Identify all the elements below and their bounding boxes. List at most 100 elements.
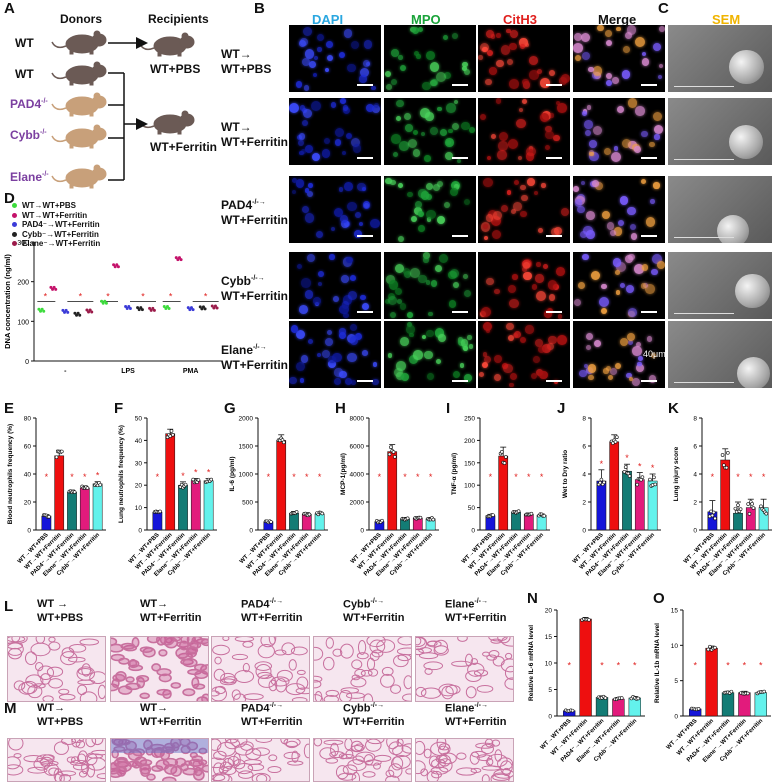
cell bbox=[606, 80, 613, 87]
y-tick-label: 8000 bbox=[350, 416, 365, 423]
tissue-structure bbox=[220, 672, 236, 684]
cell bbox=[410, 267, 421, 278]
tissue-structure bbox=[212, 757, 227, 769]
cell bbox=[484, 355, 492, 364]
data-point bbox=[148, 306, 152, 310]
mouse-cybb-icon bbox=[51, 124, 107, 149]
data-point bbox=[98, 483, 103, 487]
cell bbox=[347, 201, 357, 212]
bar bbox=[745, 507, 756, 531]
cell bbox=[359, 67, 370, 78]
cell bbox=[554, 226, 563, 236]
cell bbox=[317, 281, 322, 286]
data-point bbox=[542, 514, 547, 518]
tissue-structure bbox=[116, 766, 127, 777]
microscopy-image bbox=[478, 321, 570, 388]
cell bbox=[413, 206, 422, 215]
cell bbox=[388, 280, 399, 290]
cell bbox=[295, 81, 302, 88]
cell bbox=[615, 363, 622, 370]
cell bbox=[292, 178, 298, 184]
cell bbox=[409, 332, 414, 337]
cell bbox=[483, 177, 493, 188]
tissue-structure bbox=[268, 754, 278, 762]
y-tick-label: 40 bbox=[24, 472, 32, 479]
cell bbox=[529, 56, 538, 66]
y-axis-label: Relative IL-1b mRNA level bbox=[654, 623, 661, 703]
cell bbox=[360, 294, 367, 301]
tissue-structure bbox=[79, 638, 100, 646]
data-point bbox=[127, 304, 131, 308]
data-point bbox=[125, 306, 129, 310]
cell bbox=[352, 144, 362, 154]
cell bbox=[332, 352, 342, 363]
tissue-structure bbox=[291, 697, 308, 701]
y-tick-label: 5 bbox=[674, 678, 678, 685]
tissue-structure bbox=[112, 673, 126, 682]
histology-label-line1: Elane-/-→ bbox=[445, 598, 488, 611]
tissue-structure bbox=[27, 766, 48, 774]
bar bbox=[595, 697, 609, 717]
cell bbox=[582, 110, 588, 116]
bar bbox=[628, 697, 641, 717]
tissue-structure bbox=[319, 747, 336, 760]
sig-star: * bbox=[169, 292, 173, 302]
cell bbox=[362, 187, 367, 192]
sig-star: * bbox=[514, 472, 518, 482]
data-point bbox=[100, 299, 104, 303]
cell bbox=[555, 100, 560, 106]
data-point bbox=[764, 511, 769, 516]
tissue-structure bbox=[342, 764, 358, 776]
tissue-structure bbox=[42, 695, 54, 701]
data-point bbox=[209, 477, 214, 482]
sig-star: * bbox=[292, 472, 296, 482]
tissue-structure bbox=[285, 740, 298, 749]
cell bbox=[483, 224, 488, 230]
bar bbox=[579, 618, 592, 717]
cell bbox=[538, 228, 544, 234]
cell bbox=[527, 178, 536, 186]
cell bbox=[641, 178, 647, 185]
cell bbox=[400, 337, 409, 347]
y-axis-label: Blood neutrophils frequency (%) bbox=[7, 424, 14, 524]
cell bbox=[341, 275, 349, 283]
tissue-structure bbox=[151, 747, 163, 759]
tissue-structure bbox=[354, 743, 365, 752]
legend-marker bbox=[12, 241, 17, 246]
data-point bbox=[750, 502, 754, 506]
y-axis-label: Relative IL-6 mRNA level bbox=[528, 625, 535, 701]
data-point bbox=[189, 306, 193, 310]
tissue-structure bbox=[456, 752, 467, 760]
row-label-line2: WT+Ferritin bbox=[221, 135, 289, 149]
y-tick-label: 20 bbox=[545, 608, 553, 615]
sig-star: * bbox=[736, 472, 740, 482]
cell bbox=[635, 36, 646, 47]
cell bbox=[317, 47, 322, 52]
tissue-structure bbox=[338, 753, 348, 760]
cell bbox=[580, 32, 590, 42]
cell bbox=[629, 376, 634, 381]
tissue-structure bbox=[385, 769, 395, 778]
cell bbox=[580, 230, 587, 238]
cell bbox=[463, 374, 472, 383]
cell bbox=[479, 371, 484, 377]
tissue-structure bbox=[238, 770, 254, 779]
tissue-structure bbox=[351, 659, 363, 670]
cell bbox=[584, 120, 593, 130]
cell bbox=[434, 264, 443, 273]
cell bbox=[508, 285, 517, 294]
cell bbox=[426, 209, 436, 220]
sig-star: * bbox=[141, 292, 145, 302]
cell bbox=[418, 189, 427, 198]
y-tick-label: 30 bbox=[135, 460, 143, 467]
cell bbox=[429, 62, 440, 73]
cell bbox=[363, 60, 371, 68]
cell bbox=[635, 341, 642, 347]
bar bbox=[720, 459, 731, 531]
data-point bbox=[124, 304, 128, 308]
data-point bbox=[710, 513, 715, 518]
cell bbox=[457, 159, 462, 164]
tissue-structure bbox=[234, 743, 254, 756]
